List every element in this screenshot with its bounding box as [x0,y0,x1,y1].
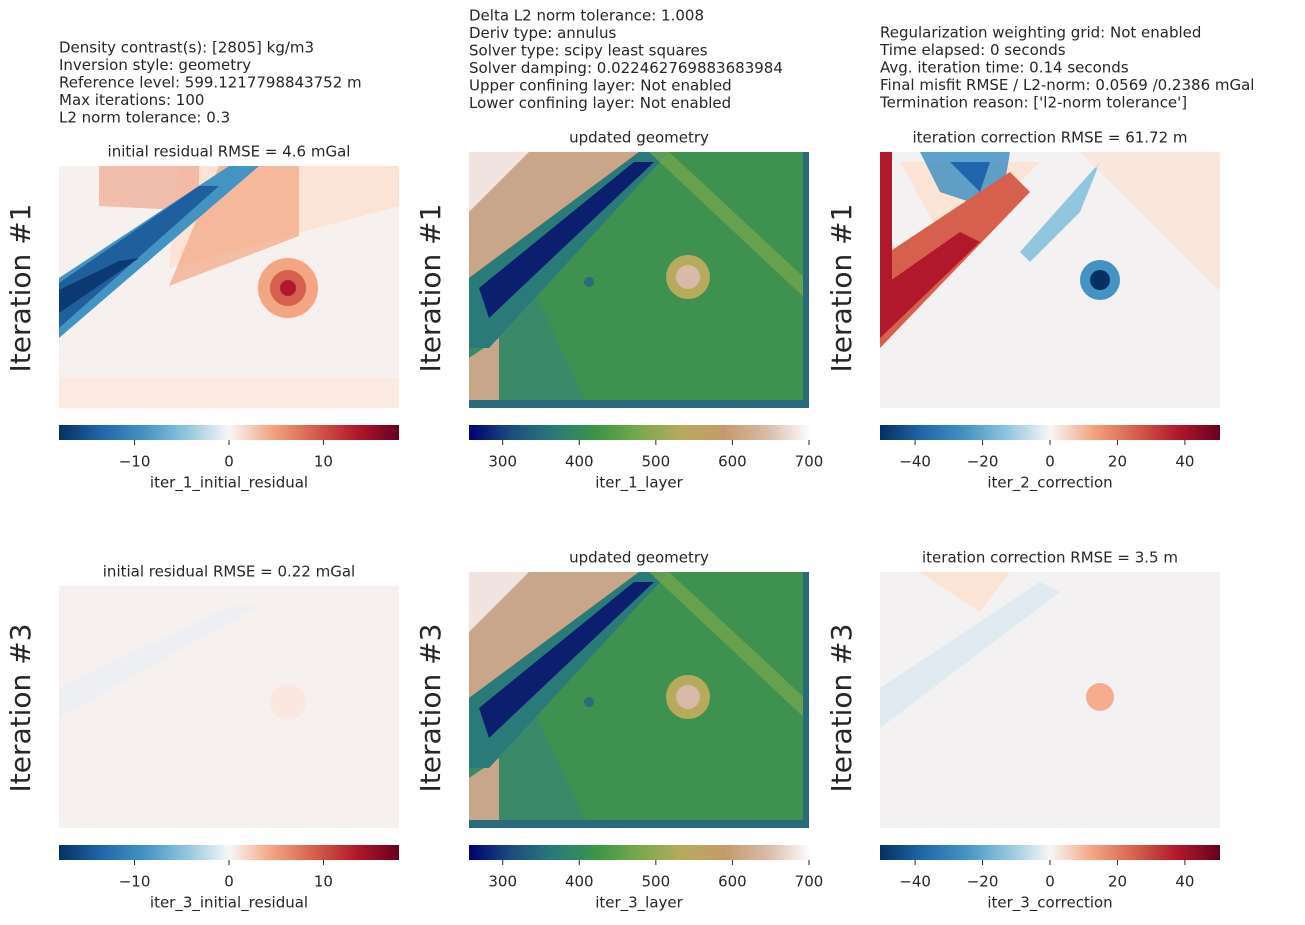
info-line: Upper confining layer: Not enabled [469,77,732,95]
y-axis-label: Iteration #3 [825,624,858,793]
info-line: Termination reason: ['l2-norm tolerance'… [879,94,1187,112]
info-line: Solver type: scipy least squares [469,42,708,60]
info-line: Avg. iteration time: 0.14 seconds [880,59,1129,77]
info-line: Solver damping: 0.022462769883683984 [469,59,783,77]
tick-label: 600 [718,453,747,471]
heatmap [59,166,399,408]
tick-label: 0 [224,453,234,471]
tick-label: 0 [224,873,234,891]
colorbar-label: iter_3_correction [987,894,1112,913]
colorbar [880,425,1220,440]
colorbar-label: iter_3_initial_residual [150,894,308,913]
info-line: Inversion style: geometry [59,56,251,74]
panel-title: iteration correction RMSE = 3.5 m [922,549,1178,567]
heatmap [59,586,399,828]
colorbar [469,845,809,860]
tick-label: 0 [1045,873,1055,891]
y-axis-label: Iteration #1 [4,204,37,373]
colorbar-label: iter_3_layer [595,894,683,913]
tick-label: 10 [314,873,333,891]
tick-label: 10 [314,453,333,471]
colorbar-label: iter_1_layer [595,474,683,493]
y-axis-label: Iteration #3 [4,624,37,793]
colorbar [59,845,399,860]
tick-label: 40 [1175,453,1194,471]
info-line: Lower confining layer: Not enabled [469,94,731,112]
y-axis-label: Iteration #1 [414,204,447,373]
panel-title: initial residual RMSE = 0.22 mGal [103,563,355,581]
y-axis-label: Iteration #3 [414,624,447,793]
heatmap [880,572,1220,828]
panel-title: initial residual RMSE = 4.6 mGal [108,143,351,161]
tick-label: 400 [565,873,594,891]
colorbar-label: iter_1_initial_residual [150,474,308,493]
tick-label: 0 [1045,453,1055,471]
tick-label: −20 [967,873,999,891]
heatmap [469,152,809,408]
tick-label: 20 [1108,453,1127,471]
colorbar [880,845,1220,860]
y-axis-label: Iteration #1 [825,204,858,373]
info-line: Regularization weighting grid: Not enabl… [880,24,1201,42]
panel-title: updated geometry [569,129,709,147]
tick-label: 500 [642,453,671,471]
tick-label: 400 [565,453,594,471]
tick-label: −10 [119,873,151,891]
tick-label: −10 [119,453,151,471]
colorbar [469,425,809,440]
heatmap [880,152,1220,408]
info-line: Density contrast(s): [2805] kg/m3 [59,39,314,57]
info-line: Time elapsed: 0 seconds [879,41,1066,59]
tick-label: 500 [642,873,671,891]
info-line: Deriv type: annulus [469,24,616,42]
tick-label: 600 [718,873,747,891]
tick-label: 40 [1175,873,1194,891]
info-line: Reference level: 599.1217798843752 m [59,74,362,92]
tick-label: 700 [795,453,824,471]
panel-title: iteration correction RMSE = 61.72 m [912,129,1187,147]
heatmap [469,572,809,828]
info-line: Max iterations: 100 [59,91,204,109]
tick-label: −40 [899,453,931,471]
colorbar [59,425,399,440]
tick-label: 20 [1108,873,1127,891]
tick-label: 300 [488,873,517,891]
tick-label: −40 [899,873,931,891]
info-line: Final misfit RMSE / L2-norm: 0.0569 /0.2… [880,76,1254,94]
tick-label: 700 [795,873,824,891]
tick-label: 300 [488,453,517,471]
info-line: L2 norm tolerance: 0.3 [59,109,230,127]
panel-title: updated geometry [569,549,709,567]
tick-label: −20 [967,453,999,471]
colorbar-label: iter_2_correction [987,474,1112,493]
info-line: Delta L2 norm tolerance: 1.008 [469,7,704,25]
